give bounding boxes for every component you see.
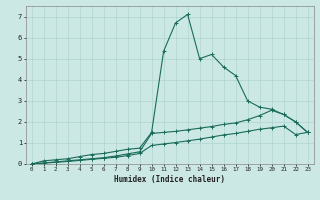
X-axis label: Humidex (Indice chaleur): Humidex (Indice chaleur)	[114, 175, 225, 184]
